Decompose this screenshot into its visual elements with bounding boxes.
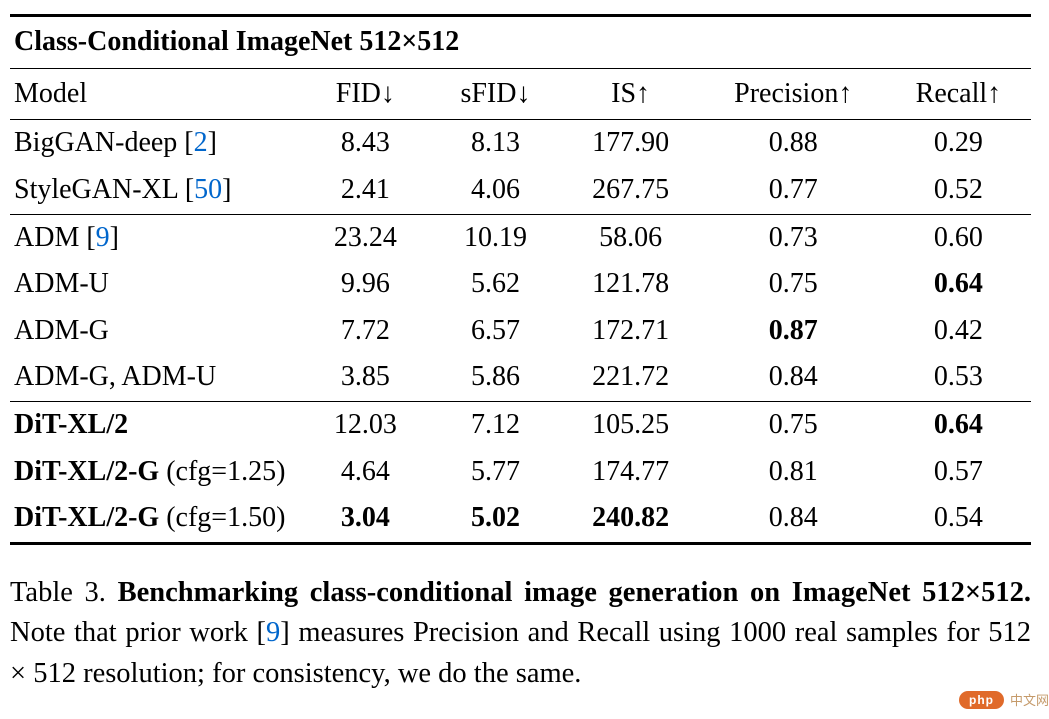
model-name: DiT-XL/2-G <box>14 502 159 533</box>
value-cell: 0.54 <box>886 495 1031 543</box>
model-name: StyleGAN-XL <box>14 174 178 205</box>
value-cell: 0.84 <box>701 495 886 543</box>
value-cell: 221.72 <box>561 354 701 401</box>
value-cell: 0.75 <box>701 402 886 449</box>
citation-link[interactable]: 2 <box>194 127 208 158</box>
value-cell: 121.78 <box>561 261 701 308</box>
value-cell: 58.06 <box>561 214 701 261</box>
value-cell: 0.84 <box>701 354 886 401</box>
value-cell: 8.43 <box>300 120 430 167</box>
value-cell: 8.13 <box>430 120 560 167</box>
citation-link[interactable]: 9 <box>96 222 110 253</box>
results-table: Class-Conditional ImageNet 512×512ModelF… <box>10 14 1031 545</box>
model-name: ADM-U <box>14 268 109 299</box>
value-cell: 172.71 <box>561 308 701 355</box>
value-cell: 0.42 <box>886 308 1031 355</box>
model-name: DiT-XL/2-G <box>14 456 159 487</box>
model-name: ADM <box>14 222 79 253</box>
model-cell: ADM-G <box>10 308 300 355</box>
model-cell: DiT-XL/2 <box>10 402 300 449</box>
column-header: Recall↑ <box>886 68 1031 120</box>
table-row: ADM [9]23.2410.1958.060.730.60 <box>10 214 1031 261</box>
column-header: Precision↑ <box>701 68 886 120</box>
value-cell: 23.24 <box>300 214 430 261</box>
table-row: DiT-XL/2 12.037.12105.250.750.64 <box>10 402 1031 449</box>
value-cell: 0.88 <box>701 120 886 167</box>
value-cell: 0.53 <box>886 354 1031 401</box>
watermark-pill: php <box>959 691 1004 709</box>
caption-cite[interactable]: 9 <box>266 617 280 648</box>
model-name: DiT-XL/2 <box>14 409 128 440</box>
model-name: ADM-G <box>14 315 109 346</box>
column-header: FID↓ <box>300 68 430 120</box>
column-header: IS↑ <box>561 68 701 120</box>
page-root: Class-Conditional ImageNet 512×512ModelF… <box>0 0 1049 704</box>
watermark-text: 中文网 <box>1010 690 1049 709</box>
model-cell: ADM-U <box>10 261 300 308</box>
value-cell: 0.73 <box>701 214 886 261</box>
column-header: Model <box>10 68 300 120</box>
value-cell: 4.06 <box>430 167 560 214</box>
model-cell: StyleGAN-XL [50] <box>10 167 300 214</box>
value-cell: 2.41 <box>300 167 430 214</box>
value-cell: 174.77 <box>561 449 701 496</box>
table-row: BigGAN-deep [2]8.438.13177.900.880.29 <box>10 120 1031 167</box>
caption-title: Benchmarking class-conditional image gen… <box>118 577 1031 608</box>
table-row: ADM-G 7.726.57172.710.870.42 <box>10 308 1031 355</box>
caption-text-1: Note that prior work [ <box>10 617 266 648</box>
model-name: ADM-G, ADM-U <box>14 361 216 392</box>
value-cell: 5.77 <box>430 449 560 496</box>
value-cell: 105.25 <box>561 402 701 449</box>
model-name: BigGAN-deep <box>14 127 177 158</box>
model-cell: ADM [9] <box>10 214 300 261</box>
value-cell: 240.82 <box>561 495 701 543</box>
model-cell: DiT-XL/2-G (cfg=1.25) <box>10 449 300 496</box>
table-row: ADM-U 9.965.62121.780.750.64 <box>10 261 1031 308</box>
citation-link[interactable]: 50 <box>194 174 222 205</box>
value-cell: 7.72 <box>300 308 430 355</box>
value-cell: 5.02 <box>430 495 560 543</box>
value-cell: 177.90 <box>561 120 701 167</box>
table-caption: Table 3. Benchmarking class-conditional … <box>10 573 1031 694</box>
model-suffix: (cfg=1.25) <box>159 456 285 487</box>
value-cell: 267.75 <box>561 167 701 214</box>
model-cell: ADM-G, ADM-U <box>10 354 300 401</box>
value-cell: 5.62 <box>430 261 560 308</box>
value-cell: 0.87 <box>701 308 886 355</box>
value-cell: 0.64 <box>886 402 1031 449</box>
table-row: DiT-XL/2-G (cfg=1.50)3.045.02240.820.840… <box>10 495 1031 543</box>
value-cell: 0.75 <box>701 261 886 308</box>
model-suffix: (cfg=1.50) <box>159 502 285 533</box>
value-cell: 3.85 <box>300 354 430 401</box>
value-cell: 0.64 <box>886 261 1031 308</box>
value-cell: 3.04 <box>300 495 430 543</box>
value-cell: 0.77 <box>701 167 886 214</box>
value-cell: 10.19 <box>430 214 560 261</box>
table-body: Class-Conditional ImageNet 512×512ModelF… <box>10 16 1031 544</box>
watermark: php 中文网 <box>959 690 1049 709</box>
value-cell: 0.52 <box>886 167 1031 214</box>
value-cell: 0.29 <box>886 120 1031 167</box>
value-cell: 5.86 <box>430 354 560 401</box>
table-row: DiT-XL/2-G (cfg=1.25)4.645.77174.770.810… <box>10 449 1031 496</box>
column-header: sFID↓ <box>430 68 560 120</box>
table-title-row: Class-Conditional ImageNet 512×512 <box>10 16 1031 69</box>
model-cell: BigGAN-deep [2] <box>10 120 300 167</box>
value-cell: 0.81 <box>701 449 886 496</box>
caption-label: Table 3. <box>10 577 106 608</box>
table-row: StyleGAN-XL [50]2.414.06267.750.770.52 <box>10 167 1031 214</box>
table-row: ADM-G, ADM-U 3.855.86221.720.840.53 <box>10 354 1031 401</box>
value-cell: 9.96 <box>300 261 430 308</box>
model-cell: DiT-XL/2-G (cfg=1.50) <box>10 495 300 543</box>
table-header-row: ModelFID↓sFID↓IS↑Precision↑Recall↑ <box>10 68 1031 120</box>
value-cell: 7.12 <box>430 402 560 449</box>
value-cell: 12.03 <box>300 402 430 449</box>
table-title: Class-Conditional ImageNet 512×512 <box>10 16 1031 69</box>
value-cell: 6.57 <box>430 308 560 355</box>
value-cell: 0.57 <box>886 449 1031 496</box>
value-cell: 4.64 <box>300 449 430 496</box>
value-cell: 0.60 <box>886 214 1031 261</box>
